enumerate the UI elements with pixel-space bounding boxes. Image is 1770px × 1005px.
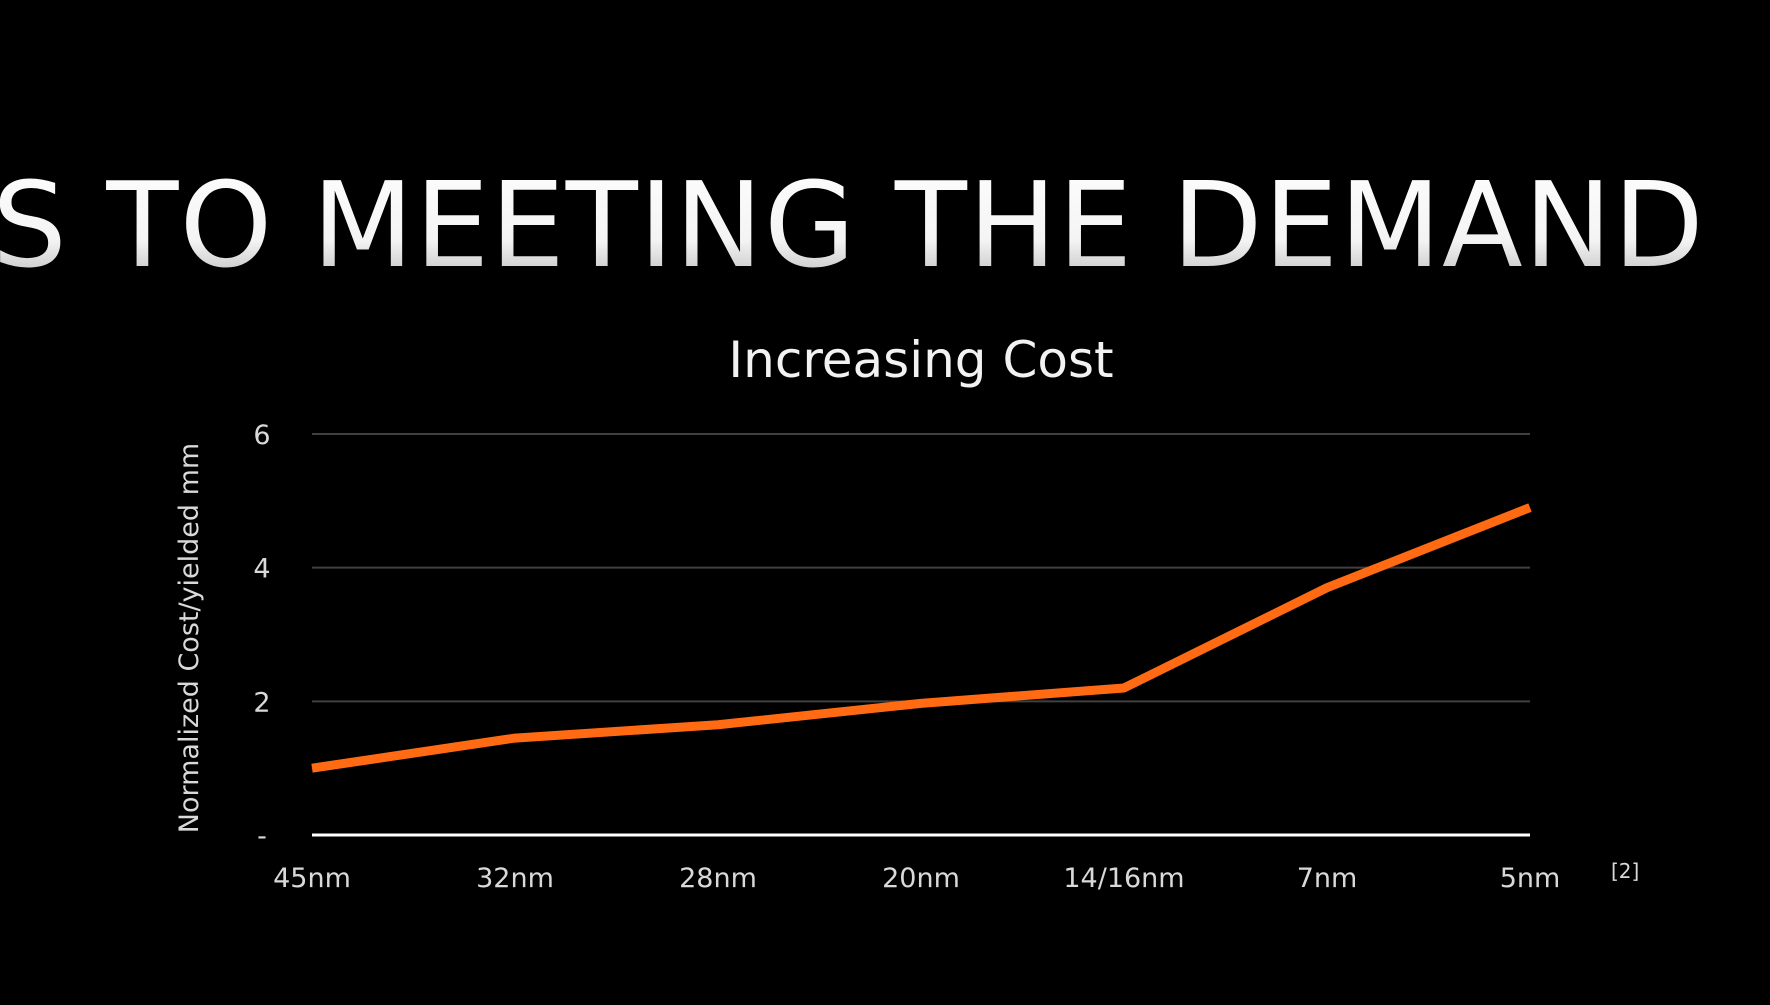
y-tick-label: 4 (253, 554, 270, 585)
y-tick-label: 2 (253, 687, 270, 718)
x-tick-label: 45nm (273, 863, 351, 894)
x-tick-label: 28nm (679, 863, 757, 894)
x-tick-label: 32nm (476, 863, 554, 894)
y-tick-label: 6 (253, 420, 270, 451)
y-tick-label: - (257, 821, 267, 852)
x-tick-label: 14/16nm (1063, 863, 1184, 894)
series-line-cost (311, 503, 1532, 773)
x-tick-label: 7nm (1297, 863, 1358, 894)
slide-title: S TO MEETING THE DEMAND (0, 150, 1705, 300)
x-tick-label: 5nm (1500, 863, 1561, 894)
y-axis-label: Normalized Cost/yielded mm (174, 443, 205, 834)
x-tick-label: 20nm (882, 863, 960, 894)
chart-title: Increasing Cost (728, 331, 1113, 389)
citation-label: [2] (1611, 859, 1639, 883)
